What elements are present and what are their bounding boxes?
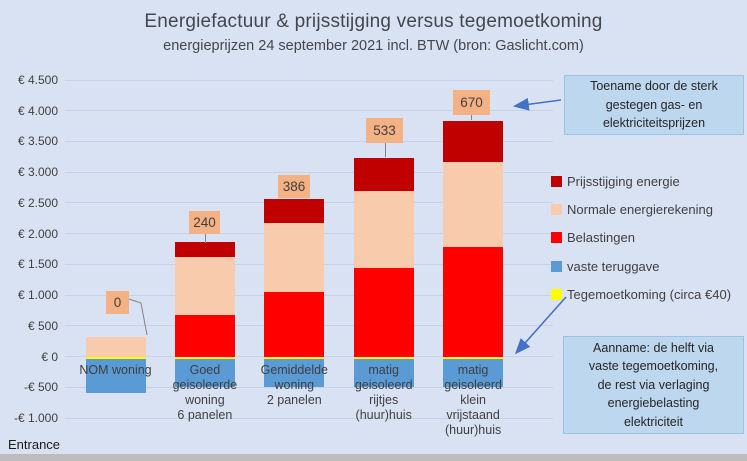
data-label: 386 [278, 175, 310, 198]
gridline [65, 79, 553, 81]
y-axis-label: € 2.000 [17, 226, 58, 241]
bar-segment-vaste [85, 359, 146, 393]
bar-segment-prijsstijging [353, 158, 414, 192]
y-axis-label: € 500 [27, 318, 58, 333]
bar-segment-tegemoetkoming [174, 356, 235, 359]
bar-segment-tegemoetkoming [353, 356, 414, 359]
data-label: 670 [453, 90, 490, 115]
bar-segment-vaste [353, 359, 414, 387]
annotation-top-box: Toename door de sterk gestegen gas- en ele… [564, 75, 744, 135]
annotation-bottom-box: Aanname: de helft via vaste tegemoetkomin… [563, 336, 744, 434]
gridline [65, 171, 553, 173]
legend-item: Normale energierekening [551, 200, 713, 218]
y-axis-label: € 3.000 [17, 165, 58, 180]
bar-segment-prijsstijging [264, 199, 325, 224]
bar-segment-vaste [443, 359, 504, 387]
y-axis-label: € 3.500 [17, 134, 58, 149]
y-axis-label: € 0 [41, 349, 58, 364]
y-axis-label: € 1.000 [17, 288, 58, 303]
annotation-line: Aanname: de helft via [593, 340, 714, 355]
y-axis-label: € 4.000 [17, 103, 58, 118]
gridline [65, 140, 553, 142]
annotation-line: elektriciteit [623, 414, 684, 429]
data-label: 0 [106, 291, 129, 314]
legend-item: Belastingen [551, 229, 635, 247]
bottom-edge-strip [0, 454, 747, 461]
bar-segment-belastingen [443, 247, 504, 357]
y-axis-label: -€ 500 [23, 380, 58, 395]
legend-marker-icon [551, 175, 562, 187]
chart-subtitle: energieprijzen 24 september 2021 incl. B… [163, 38, 584, 54]
annotation-line: gestegen gas- en [605, 97, 703, 112]
bar-segment-tegemoetkoming [85, 356, 146, 359]
bar-segment-belastingen [353, 268, 414, 357]
legend-label: Tegemoetkoming (circa €40) [567, 287, 732, 303]
bar-segment-vaste [174, 359, 235, 387]
bar-segment-belastingen [264, 292, 325, 357]
legend-item: Prijsstijging energie [551, 172, 680, 190]
legend-marker-icon [551, 203, 562, 215]
annotation-line: vaste tegemoetkoming, [588, 359, 719, 374]
legend-label: Normale energierekening [567, 201, 713, 217]
data-label-leader-line [471, 115, 472, 120]
bar-segment-belastingen [174, 315, 235, 357]
data-label-leader-line [204, 234, 206, 243]
chart-title: Energiefactuur & prijsstijging versus te… [144, 11, 603, 32]
gridline [65, 417, 553, 419]
legend-item: Tegemoetkoming (circa €40) [551, 286, 731, 304]
bar-segment-tegemoetkoming [264, 356, 325, 359]
y-axis-label: € 1.500 [17, 257, 58, 272]
data-label: 240 [189, 211, 220, 234]
arrow-top [512, 97, 562, 111]
annotation-line: Toename door de sterk [590, 79, 718, 94]
legend-marker-icon [551, 260, 562, 272]
legend-label: Prijsstijging energie [567, 173, 680, 189]
bar-segment-normale [174, 256, 235, 316]
gridline [65, 386, 553, 388]
brand-text: Entrance [8, 437, 61, 452]
y-axis-label: € 4.500 [17, 73, 58, 87]
bar-segment-normale [264, 223, 325, 293]
bar-segment-normale [353, 191, 414, 269]
data-label: 533 [366, 118, 403, 143]
y-axis-label: -€ 1.000 [13, 411, 58, 425]
legend-label: Belastingen [567, 230, 635, 246]
gridline [65, 110, 553, 112]
bar-segment-normale [85, 336, 146, 357]
bar-segment-vaste [264, 359, 325, 387]
legend-item: vaste teruggave [551, 257, 660, 275]
annotation-line: elektriciteitsprijzen [602, 116, 706, 131]
legend-label: vaste teruggave [567, 258, 660, 274]
y-axis-label: € 2.500 [17, 195, 58, 210]
label-zero-leader-line [128, 298, 148, 336]
bar-segment-tegemoetkoming [443, 356, 504, 359]
annotation-line: energiebelasting [607, 396, 700, 411]
annotation-line: de rest via verlaging [597, 377, 710, 392]
legend-marker-icon [551, 232, 562, 244]
bar-segment-normale [443, 162, 504, 248]
bar-segment-prijsstijging [443, 121, 504, 163]
bar-segment-prijsstijging [174, 242, 235, 257]
legend-marker-icon [551, 289, 562, 301]
data-label-leader-line [384, 143, 386, 157]
